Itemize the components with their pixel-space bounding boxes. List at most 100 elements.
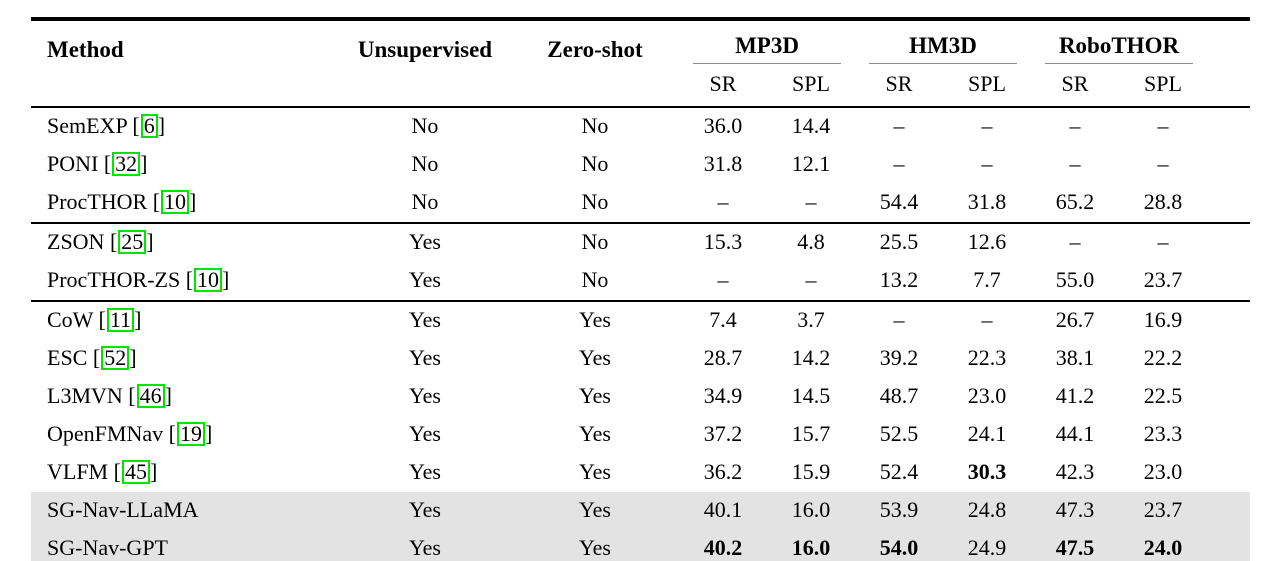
col-header-mp3d-spl: SPL	[792, 71, 830, 96]
method-cell: VLFM [45]	[47, 459, 158, 484]
group-header-mp3d: MP3D	[679, 21, 855, 64]
method-cell: OpenFMNav [19]	[47, 421, 213, 446]
metric-cell: 14.2	[791, 345, 831, 370]
metric-cell: 15.9	[791, 459, 831, 484]
citation-link[interactable]: 52	[101, 346, 130, 370]
metric-cell: 15.7	[791, 421, 831, 446]
metric-cell: 12.6	[967, 229, 1007, 254]
table-row: VLFM [45] Yes Yes 36.2 15.9 52.4 30.3 42.3 23.0	[31, 454, 1250, 492]
citation-link[interactable]: 11	[106, 308, 135, 332]
citation-link[interactable]: 45	[121, 460, 150, 484]
table-row: SemEXP [6] No No 36.0 14.4 – – – –	[31, 107, 1250, 146]
table-row: ESC [52] Yes Yes 28.7 14.2 39.2 22.3 38.1 22.2	[31, 340, 1250, 378]
metric-cell: 22.2	[1143, 345, 1183, 370]
unsupervised-cell: Yes	[408, 267, 441, 292]
row-spacer	[1207, 378, 1250, 416]
top-rule	[31, 17, 1250, 21]
metric-cell: 14.5	[791, 383, 831, 408]
citation-link[interactable]: 6	[140, 114, 158, 138]
metric-cell: –	[981, 151, 993, 176]
metric-cell: 12.1	[791, 151, 831, 176]
metric-cell: 16.9	[1143, 307, 1183, 332]
unsupervised-cell: No	[411, 113, 439, 138]
table-block-supervised: SemEXP [6] No No 36.0 14.4 – – – – PONI [32] No No 3…	[31, 107, 1250, 223]
metric-cell: –	[981, 307, 993, 332]
row-spacer	[1207, 340, 1250, 378]
metric-cell: –	[805, 189, 817, 214]
metric-cell: –	[893, 151, 905, 176]
zero-shot-cell: Yes	[578, 345, 611, 370]
col-header-unsupervised: Unsupervised	[357, 37, 493, 62]
metric-cell: 47.3	[1055, 497, 1095, 522]
metric-cell: 55.0	[1055, 267, 1095, 292]
metric-cell: –	[805, 267, 817, 292]
row-spacer	[1207, 146, 1250, 184]
metric-cell: –	[1069, 229, 1081, 254]
method-cell: CoW [11]	[47, 307, 142, 332]
metric-cell: 23.7	[1143, 267, 1183, 292]
metric-cell: –	[981, 113, 993, 138]
metric-cell: –	[1069, 113, 1081, 138]
metric-cell: 38.1	[1055, 345, 1095, 370]
metric-cell: 15.3	[703, 229, 743, 254]
method-cell: ESC [52]	[47, 345, 137, 370]
unsupervised-cell: Yes	[408, 383, 441, 408]
row-spacer	[1207, 223, 1250, 262]
citation-link[interactable]: 25	[118, 230, 147, 254]
metric-cell: 25.5	[879, 229, 919, 254]
citation-link[interactable]: 46	[136, 384, 165, 408]
metric-cell: 52.5	[879, 421, 919, 446]
zero-shot-cell: Yes	[578, 497, 611, 522]
metric-cell: 24.9	[967, 535, 1007, 560]
unsupervised-cell: Yes	[408, 421, 441, 446]
zero-shot-cell: Yes	[578, 459, 611, 484]
table-header: Method Unsupervised Zero-shot MP3D HM3D …	[31, 21, 1251, 107]
metric-cell: 4.8	[797, 229, 825, 254]
method-cell: ProcTHOR [10]	[47, 189, 197, 214]
results-table: Method Unsupervised Zero-shot MP3D HM3D …	[31, 21, 1251, 561]
metric-cell: –	[717, 189, 729, 214]
metric-cell: 54.0	[879, 535, 919, 560]
table-block-unsupervised: ZSON [25] Yes No 15.3 4.8 25.5 12.6– – ProcTHOR-…	[31, 223, 1251, 301]
metric-cell: 7.4	[709, 307, 737, 332]
zero-shot-cell: Yes	[578, 383, 611, 408]
method-cell: SemEXP [6]	[47, 113, 166, 138]
table-row: ProcTHOR [10] No No – – 54.4 31.8 65.2 28.8	[31, 184, 1250, 223]
metric-cell: 23.0	[1143, 459, 1183, 484]
metric-cell: 31.8	[703, 151, 743, 176]
table-block-zero-shot: CoW [11] Yes Yes 7.4 3.7 – – 26.7 16.9 ESC [52] Ye…	[31, 301, 1251, 561]
method-cell: PONI [32]	[47, 151, 148, 176]
citation-link[interactable]: 10	[161, 190, 190, 214]
row-spacer	[1207, 184, 1250, 223]
col-header-robothor-spl: SPL	[1144, 71, 1182, 96]
col-header-hm3d-sr: SR	[885, 71, 913, 96]
method-cell: SG-Nav-GPT	[47, 535, 168, 560]
group-label-mp3d: MP3D	[693, 33, 841, 64]
row-spacer	[1207, 416, 1250, 454]
metric-cell: –	[1157, 229, 1169, 254]
metric-cell: –	[717, 267, 729, 292]
metric-cell: –	[893, 113, 905, 138]
col-header-zero-shot: Zero-shot	[547, 37, 643, 62]
metric-cell: 16.0	[791, 535, 831, 560]
citation-link[interactable]: 32	[112, 152, 141, 176]
zero-shot-cell: No	[581, 151, 609, 176]
group-label-hm3d: HM3D	[869, 33, 1017, 64]
metric-cell: 40.1	[703, 497, 743, 522]
metric-cell: 54.4	[879, 189, 919, 214]
citation-link[interactable]: 10	[194, 268, 223, 292]
metric-cell: 24.8	[967, 497, 1007, 522]
group-label-robothor: RoboTHOR	[1045, 33, 1194, 64]
zero-shot-cell: Yes	[578, 421, 611, 446]
unsupervised-cell: No	[411, 189, 439, 214]
metric-cell: 13.2	[879, 267, 919, 292]
row-spacer	[1207, 492, 1250, 530]
citation-link[interactable]: 19	[176, 422, 205, 446]
metric-cell: 42.3	[1055, 459, 1095, 484]
metric-cell: 37.2	[703, 421, 743, 446]
metric-cell: 23.7	[1143, 497, 1183, 522]
metric-cell: 14.4	[791, 113, 831, 138]
method-cell: ProcTHOR-ZS [10]	[47, 267, 230, 292]
benchmark-table: Method Unsupervised Zero-shot MP3D HM3D …	[31, 17, 1251, 561]
metric-cell: –	[1069, 151, 1081, 176]
